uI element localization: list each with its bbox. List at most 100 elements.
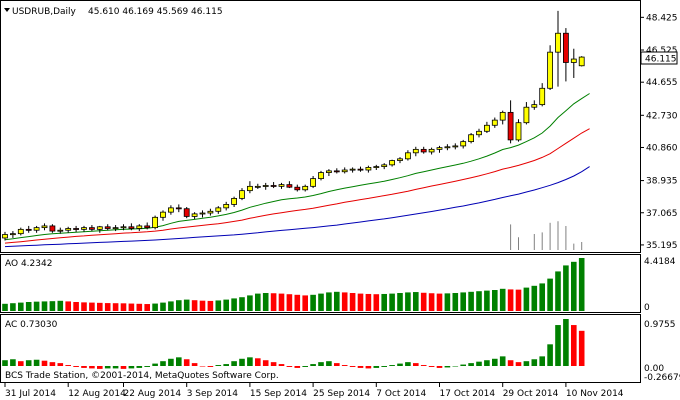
candle-body xyxy=(318,172,324,180)
candle-body xyxy=(215,207,222,212)
ao-bar xyxy=(33,301,40,311)
current-price-tag xyxy=(640,51,678,65)
ac-bar xyxy=(223,364,229,366)
candle-body xyxy=(428,148,435,153)
ao-bar xyxy=(97,302,103,311)
candle xyxy=(333,168,340,174)
ac-bar xyxy=(104,366,111,369)
ao-bar xyxy=(452,293,459,311)
candle-body xyxy=(2,234,8,239)
ac-bar xyxy=(207,366,214,367)
candle-body xyxy=(420,148,427,153)
ac-bar xyxy=(270,362,277,366)
price-tick-label: 38.935 xyxy=(646,177,678,187)
ac-histogram xyxy=(2,319,585,369)
ao-bar xyxy=(270,293,277,311)
price-tick-label: 44.655 xyxy=(646,78,678,88)
candle-body xyxy=(547,51,553,89)
ac-bar xyxy=(436,366,443,368)
candle xyxy=(570,48,577,78)
ac-bar xyxy=(25,360,32,366)
ac-bar xyxy=(89,366,95,369)
candle-body xyxy=(167,207,174,213)
ac-bar xyxy=(397,363,403,366)
ac-bar xyxy=(357,366,364,368)
chart-header-arrow-icon[interactable] xyxy=(4,8,10,12)
date-tick-label: 7 Oct 2014 xyxy=(376,389,426,399)
candle xyxy=(112,225,119,232)
candle-body xyxy=(49,225,56,232)
candle-body xyxy=(476,130,482,136)
main-price-panel[interactable] xyxy=(0,0,641,253)
ao-bar xyxy=(523,287,530,311)
candlesticks xyxy=(2,10,585,241)
ac-bar xyxy=(531,359,538,366)
ao-histogram xyxy=(2,258,585,311)
candle xyxy=(254,183,261,189)
ac-bar xyxy=(81,366,87,368)
ao-indicator-label: AO 4.2342 xyxy=(5,259,52,269)
ao-bar xyxy=(183,299,190,311)
current-price-value: 46.115 xyxy=(645,55,677,65)
candle xyxy=(349,167,356,173)
candle xyxy=(89,225,95,232)
candle xyxy=(270,182,277,189)
ac-bar xyxy=(373,366,380,368)
candle xyxy=(278,182,285,189)
candle-body xyxy=(112,227,119,230)
ac-bar xyxy=(120,366,127,369)
candle-body xyxy=(191,213,198,217)
ao-bar xyxy=(81,302,87,311)
candle xyxy=(2,231,8,241)
candle xyxy=(65,226,72,233)
candle-body xyxy=(262,185,269,187)
candle xyxy=(357,166,364,172)
ac-indicator-panel[interactable] xyxy=(0,314,641,383)
candle-body xyxy=(239,190,245,199)
ac-bar xyxy=(468,363,474,366)
candle-body xyxy=(491,119,498,126)
ao-bar xyxy=(413,292,419,311)
candle-body xyxy=(341,169,348,173)
ac-indicator-label: AC 0.73030 xyxy=(5,320,58,330)
ac-bar xyxy=(41,360,48,366)
candle-body xyxy=(207,210,214,214)
ao-bar xyxy=(555,271,561,311)
ao-bar xyxy=(89,302,95,311)
candle xyxy=(128,223,135,231)
candle-body xyxy=(223,204,230,209)
candle-body xyxy=(136,225,143,229)
ac-bar xyxy=(255,358,261,366)
candle-body xyxy=(294,186,301,191)
candle xyxy=(476,128,482,138)
candle-body xyxy=(412,148,419,154)
ac-bar xyxy=(199,366,206,367)
ac-bar xyxy=(286,366,293,367)
candle-body xyxy=(246,185,253,192)
candle-body xyxy=(270,185,277,187)
ao-bar xyxy=(247,295,253,311)
price-tick-label: 48.425 xyxy=(646,13,678,23)
candle-body xyxy=(302,185,309,191)
ao-bar xyxy=(49,301,56,311)
ao-bar xyxy=(397,293,403,311)
ao-axis-max: 4.4184 xyxy=(644,257,676,267)
ac-bar xyxy=(278,364,285,366)
ac-bar xyxy=(578,330,585,366)
ac-bar xyxy=(191,363,198,366)
candle xyxy=(191,212,198,220)
candle xyxy=(73,225,79,232)
candle xyxy=(507,100,514,144)
ao-bar xyxy=(420,292,427,311)
candle-body xyxy=(33,227,40,231)
candle-body xyxy=(144,225,151,229)
candle-body xyxy=(17,228,24,235)
candle xyxy=(389,159,396,167)
ac-bar xyxy=(152,363,158,366)
ac-bar xyxy=(499,356,506,366)
candle-body xyxy=(499,111,506,121)
candle xyxy=(199,210,206,218)
ao-bar xyxy=(168,301,174,311)
ac-bar xyxy=(97,366,103,369)
